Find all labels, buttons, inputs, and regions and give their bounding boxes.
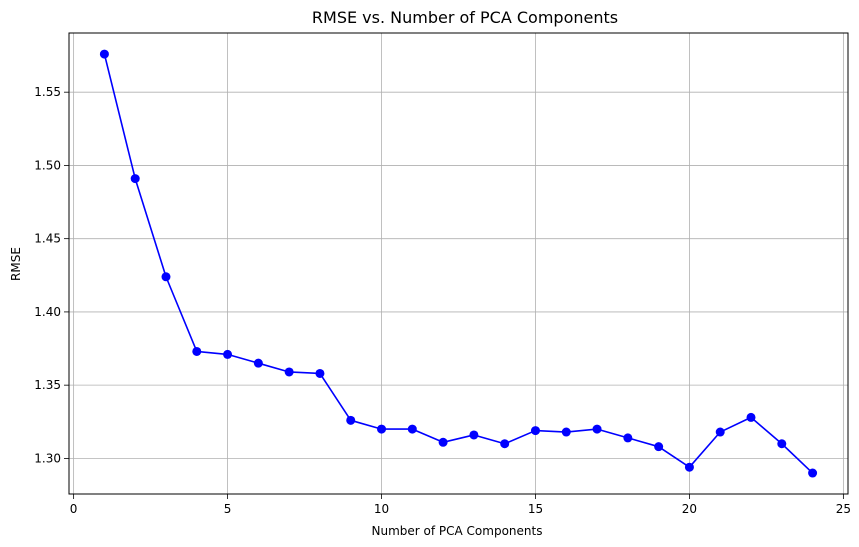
data-point: [192, 346, 202, 356]
data-point: [284, 367, 294, 377]
y-axis-label: RMSE: [9, 247, 23, 281]
series-group: [99, 49, 818, 478]
data-point: [808, 468, 818, 478]
y-tick-label: 1.40: [34, 305, 61, 319]
data-point: [130, 174, 140, 184]
x-axis-label: Number of PCA Components: [372, 524, 543, 538]
data-point: [346, 415, 356, 425]
data-point: [777, 439, 787, 449]
x-tick-label: 10: [374, 502, 389, 516]
x-tick-label: 0: [70, 502, 78, 516]
chart-title: RMSE vs. Number of PCA Components: [312, 8, 618, 27]
data-point: [746, 412, 756, 422]
data-point: [592, 424, 602, 434]
x-axis: 0 5 10 15 20 25: [70, 494, 851, 516]
y-axis: 1.30 1.35 1.40 1.45 1.50 1.55: [34, 85, 69, 465]
data-point: [469, 430, 479, 440]
data-point: [253, 358, 263, 368]
x-tick-label: 5: [224, 502, 232, 516]
data-point: [684, 462, 694, 472]
y-tick-label: 1.55: [34, 85, 61, 99]
y-tick-label: 1.45: [34, 232, 61, 246]
y-tick-label: 1.35: [34, 378, 61, 392]
data-point: [161, 272, 171, 282]
data-point: [500, 439, 510, 449]
grid-lines: [69, 33, 848, 494]
data-point: [407, 424, 417, 434]
data-point: [623, 433, 633, 443]
data-point: [715, 427, 725, 437]
plot-frame: [68, 32, 849, 495]
data-point: [315, 368, 325, 378]
data-point: [530, 426, 540, 436]
y-tick-label: 1.30: [34, 451, 61, 465]
data-point: [223, 349, 233, 359]
data-point: [561, 427, 571, 437]
data-point: [654, 442, 664, 452]
x-tick-label: 20: [682, 502, 697, 516]
x-tick-label: 15: [528, 502, 543, 516]
y-tick-label: 1.50: [34, 158, 61, 172]
x-tick-label: 25: [836, 502, 851, 516]
data-point: [438, 437, 448, 447]
data-point: [377, 424, 387, 434]
series-line: [103, 53, 814, 474]
data-point: [99, 49, 109, 59]
